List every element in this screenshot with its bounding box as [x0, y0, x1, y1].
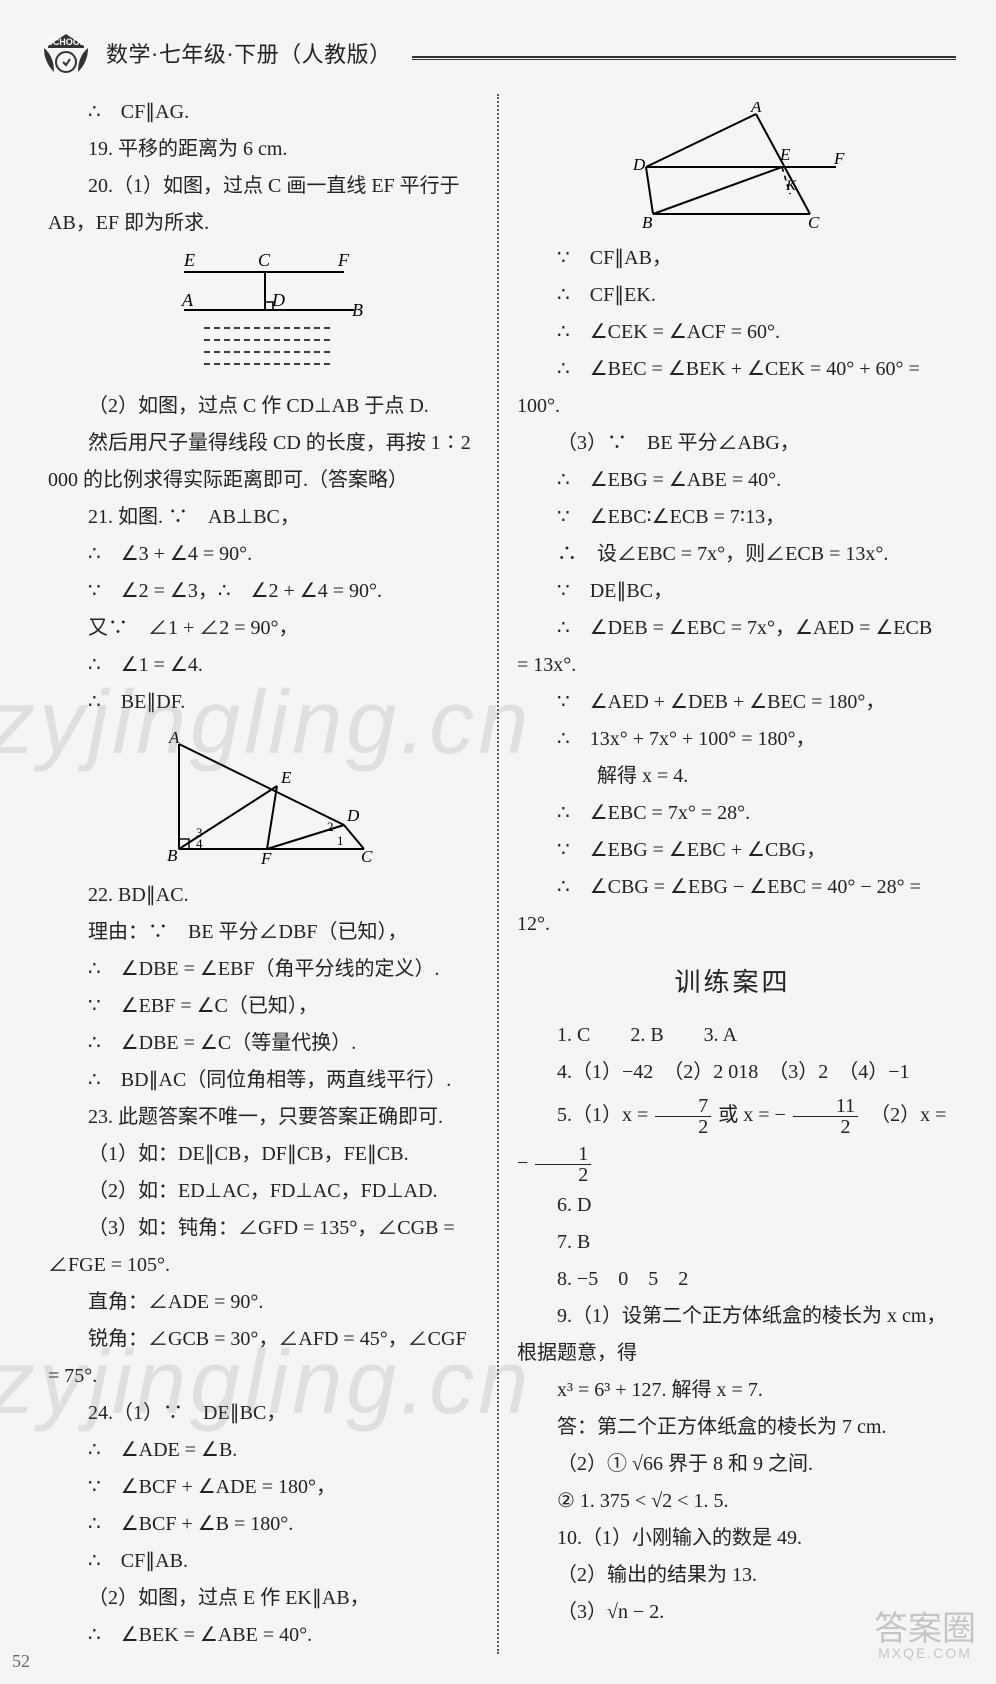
content-columns: ∴ CF∥AG. 19. 平移的距离为 6 cm. 20.（1）如图，过点 C …	[40, 94, 956, 1654]
svg-text:C: C	[361, 847, 373, 866]
svg-text:A: A	[168, 729, 180, 747]
answer-line: 4.（1）−42 （2）2 018 （3）2 （4）−1	[517, 1054, 948, 1091]
text-line: ∴ ∠EBG = ∠ABE = 40°.	[517, 462, 948, 499]
text-line: ∴ CF∥EK.	[517, 277, 948, 314]
svg-text:B: B	[352, 300, 363, 320]
text-line: （2）如图，过点 C 作 CD⊥AB 于点 D.	[48, 388, 479, 425]
answer-line: 7. B	[517, 1224, 948, 1261]
left-column: ∴ CF∥AG. 19. 平移的距离为 6 cm. 20.（1）如图，过点 C …	[40, 94, 497, 1654]
text-line: （3）如：钝角：∠GFD = 135°，∠CGB = ∠FGE = 105°.	[48, 1210, 479, 1284]
section-title-4: 训练案四	[517, 959, 948, 1007]
text-line: ∴ BD∥AC（同位角相等，两直线平行）.	[48, 1062, 479, 1099]
svg-text:K: K	[785, 178, 797, 194]
svg-text:D: D	[346, 806, 360, 825]
text-line: 20.（1）如图，过点 C 画一直线 EF 平行于 AB，EF 即为所求.	[48, 168, 479, 242]
svg-text:4: 4	[196, 836, 203, 851]
text-line: ∴ ∠3 + ∠4 = 90°.	[48, 536, 479, 573]
svg-text:D: D	[271, 290, 285, 310]
text-line: ∴ ∠BEK = ∠ABE = 40°.	[48, 1617, 479, 1654]
text-line: 直角：∠ADE = 90°.	[48, 1284, 479, 1321]
text-line: ∵ ∠BCF + ∠ADE = 180°，	[48, 1469, 479, 1506]
text-line: ∴ ∠ADE = ∠B.	[48, 1432, 479, 1469]
text-line: ∴ ∠DBE = ∠C（等量代换）.	[48, 1025, 479, 1062]
text-fragment: 或 x = −	[713, 1104, 791, 1126]
svg-text:A: A	[181, 290, 194, 310]
text-line: ∴ BE∥DF.	[48, 684, 479, 721]
text-line: ∴ ∠BEC = ∠BEK + ∠CEK = 40° + 60° = 100°.	[517, 351, 948, 425]
text-line: 24.（1）∵ DE∥BC，	[48, 1395, 479, 1432]
right-column: A D E F B C K ∵ CF∥AB， ∴ CF∥EK. ∴ ∠CEK =…	[499, 94, 956, 1654]
text-line: ∴ ∠BCF + ∠B = 180°.	[48, 1506, 479, 1543]
svg-text:F: F	[260, 849, 272, 868]
fraction: 112	[791, 1096, 860, 1137]
text-line: ∵ ∠2 = ∠3，∴ ∠2 + ∠4 = 90°.	[48, 573, 479, 610]
text-line: （3）∵ BE 平分∠ABG，	[517, 425, 948, 462]
answer-line: ② 1. 375 < √2 < 1. 5.	[517, 1483, 948, 1520]
text-line: ∴ 13x° + 7x° + 100° = 180°，	[517, 721, 948, 758]
svg-text:A: A	[750, 102, 762, 116]
book-title: 数学·七年级·下册（人教版）	[106, 35, 392, 76]
text-line: 21. 如图. ∵ AB⊥BC，	[48, 499, 479, 536]
text-line: ∴ CF∥AG.	[48, 94, 479, 131]
text-fragment: 5.（1）x =	[557, 1104, 653, 1126]
svg-text:C: C	[258, 250, 271, 270]
fraction: 12	[533, 1144, 593, 1185]
answer-line: 8. −5 0 5 2	[517, 1261, 948, 1298]
svg-text:B: B	[642, 213, 653, 232]
svg-text:F: F	[337, 250, 350, 270]
svg-text:D: D	[632, 155, 646, 174]
text-line: 23. 此题答案不唯一，只要答案正确即可.	[48, 1099, 479, 1136]
svg-text:E: E	[280, 768, 292, 787]
header-rule	[412, 56, 956, 60]
text-line: ∴ CF∥AB.	[48, 1543, 479, 1580]
answer-line: 5.（1）x = 72 或 x = − 112 （2）x = − 12	[517, 1091, 948, 1187]
text-line: 19. 平移的距离为 6 cm.	[48, 131, 479, 168]
answer-line: x³ = 6³ + 127. 解得 x = 7.	[517, 1372, 948, 1409]
svg-text:SCHOOL: SCHOOL	[47, 37, 86, 47]
text-line: ∵ CF∥AB，	[517, 240, 948, 277]
svg-text:F: F	[833, 149, 845, 168]
text-line: （1）如：DE∥CB，DF∥CB，FE∥CB.	[48, 1136, 479, 1173]
text-line: （2）如：ED⊥AC，FD⊥AC，FD⊥AD.	[48, 1173, 479, 1210]
svg-text:2: 2	[327, 819, 334, 834]
text-line: 然后用尺子量得线段 CD 的长度，再按 1∶2 000 的比例求得实际距离即可.…	[48, 425, 479, 499]
text-line: 解得 x = 4.	[517, 758, 948, 795]
figure-20: E C F A D B	[48, 250, 479, 380]
figure-21: A B C D E F 3 4 2 1	[48, 729, 479, 869]
answer-line: （2）输出的结果为 13.	[517, 1557, 948, 1594]
figure-24: A D E F B C K	[517, 102, 948, 232]
text-line: ∵ ∠EBG = ∠EBC + ∠CBG，	[517, 832, 948, 869]
page-header: SCHOOL 数学·七年级·下册（人教版）	[40, 28, 956, 82]
answer-line: 9.（1）设第二个正方体纸盒的棱长为 x cm，根据题意，得	[517, 1298, 948, 1372]
svg-text:C: C	[808, 213, 820, 232]
text-line: 又∵ ∠1 + ∠2 = 90°，	[48, 610, 479, 647]
fraction: 72	[653, 1096, 713, 1137]
text-line: ∴ 设∠EBC = 7x°，则∠ECB = 13x°.	[517, 536, 948, 573]
answer-line: 答：第二个正方体纸盒的棱长为 7 cm.	[517, 1409, 948, 1446]
page-number: 52	[12, 1645, 30, 1678]
text-line: ∴ ∠EBC = 7x° = 28°.	[517, 795, 948, 832]
answer-line: （2）① √66 界于 8 和 9 之间.	[517, 1446, 948, 1483]
text-line: ∴ ∠DBE = ∠EBF（角平分线的定义）.	[48, 951, 479, 988]
text-line: ∴ ∠DEB = ∠EBC = 7x°，∠AED = ∠ECB = 13x°.	[517, 610, 948, 684]
school-logo-icon: SCHOOL	[40, 28, 92, 82]
text-line: 22. BD∥AC.	[48, 877, 479, 914]
text-line: ∵ ∠EBC∶∠ECB = 7∶13，	[517, 499, 948, 536]
text-line: （2）如图，过点 E 作 EK∥AB，	[48, 1580, 479, 1617]
text-line: ∴ ∠CBG = ∠EBG − ∠EBC = 40° − 28° = 12°.	[517, 869, 948, 943]
text-line: 锐角：∠GCB = 30°，∠AFD = 45°，∠CGF = 75°.	[48, 1321, 479, 1395]
text-line: ∵ ∠EBF = ∠C（已知），	[48, 988, 479, 1025]
answer-line: 10.（1）小刚输入的数是 49.	[517, 1520, 948, 1557]
svg-text:E: E	[183, 250, 195, 270]
text-line: ∴ ∠CEK = ∠ACF = 60°.	[517, 314, 948, 351]
svg-text:B: B	[167, 846, 178, 865]
svg-text:1: 1	[337, 833, 344, 848]
text-line: 理由：∵ BE 平分∠DBF（已知），	[48, 914, 479, 951]
text-line: ∵ DE∥BC，	[517, 573, 948, 610]
text-line: ∵ ∠AED + ∠DEB + ∠BEC = 180°，	[517, 684, 948, 721]
text-line: ∴ ∠1 = ∠4.	[48, 647, 479, 684]
svg-text:E: E	[779, 145, 791, 164]
answer-line: 6. D	[517, 1187, 948, 1224]
answer-line: 1. C 2. B 3. A	[517, 1017, 948, 1054]
